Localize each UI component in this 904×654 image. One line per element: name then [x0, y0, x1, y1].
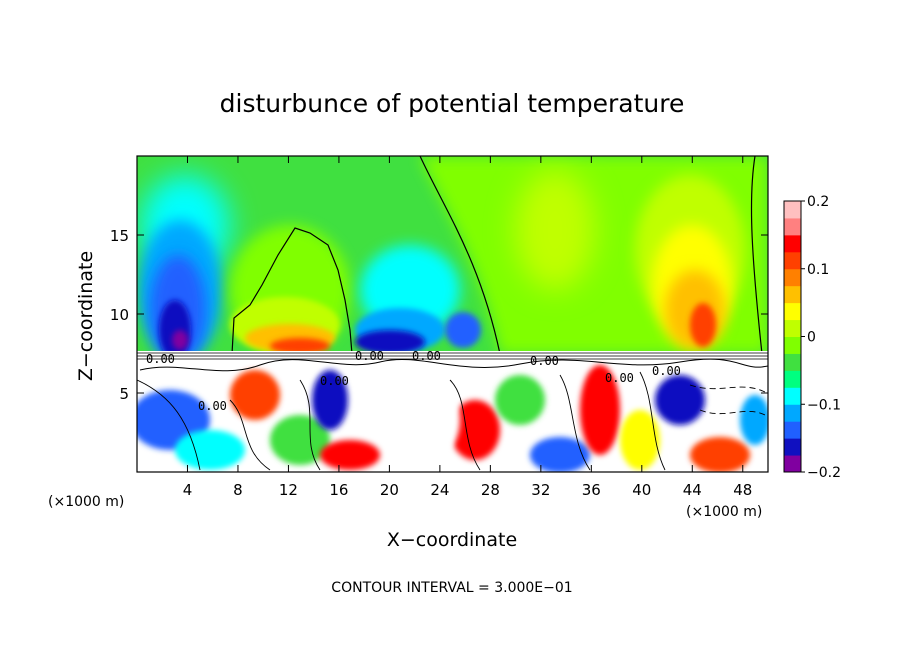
x-axis-label: X−coordinate: [387, 529, 517, 551]
colorbar-tick-label: −0.2: [807, 465, 841, 481]
x-axis: 4 8 12 16 20 24 28 32 36 40 44 48: [183, 156, 752, 499]
plot-area: [137, 156, 768, 472]
x-tick-label: 16: [329, 481, 348, 499]
colorbar-tick-label: −0.1: [807, 397, 841, 413]
contour-label: 0.00: [652, 364, 681, 378]
colorbar-swatch: [784, 387, 801, 405]
colorbar-tick-label: 0.2: [807, 194, 829, 210]
colorbar-tick-label: 0: [807, 330, 816, 346]
colorbar-swatch: [784, 319, 801, 337]
contour-label: 0.00: [146, 352, 175, 366]
colorbar-swatch: [784, 268, 801, 287]
colorbar-swatch: [784, 404, 801, 422]
colorbar-swatch: [784, 438, 801, 456]
y-tick-label: 10: [110, 306, 129, 324]
colorbar-tick-label: 0.1: [807, 262, 829, 278]
y-tick-label: 15: [110, 227, 129, 245]
colorbar-swatch: [784, 370, 801, 388]
y-tick-label: 5: [119, 385, 129, 403]
x-unit-left: (×1000 m): [48, 494, 124, 510]
colorbar-swatch: [784, 201, 801, 219]
x-tick-label: 8: [233, 481, 243, 499]
lower-turbulent-layer: [137, 354, 768, 472]
x-tick-label: 32: [531, 481, 550, 499]
x-unit-right: (×1000 m): [686, 504, 762, 520]
colorbar-swatch: [784, 217, 801, 236]
contour-label: 0.00: [320, 374, 349, 388]
contour-label: 0.00: [530, 354, 559, 368]
chart-title: disturbunce of potential temperature: [220, 89, 685, 118]
contour-interval-text: CONTOUR INTERVAL = 3.000E−01: [331, 580, 572, 596]
contour-label: 0.00: [605, 371, 634, 385]
colorbar-swatch: [784, 336, 801, 354]
colorbar-swatch: [784, 421, 801, 439]
inversion-band: [137, 351, 768, 357]
colorbar-swatch: [784, 302, 801, 321]
colorbar-swatch: [784, 234, 801, 253]
contour-label: 0.00: [355, 349, 384, 363]
x-tick-label: 44: [683, 481, 702, 499]
colorbar-swatch: [784, 285, 801, 304]
y-axis: 5 10 15: [110, 227, 768, 403]
x-tick-label: 12: [279, 481, 298, 499]
upper-layer: [138, 156, 768, 354]
x-tick-label: 36: [582, 481, 601, 499]
contour-label: 0.00: [412, 349, 441, 363]
y-axis-label: Z−coordinate: [75, 251, 97, 381]
x-tick-label: 48: [733, 481, 752, 499]
colorbar: 0.2 0.1 0 −0.1 −0.2: [783, 194, 841, 481]
contour-labels: 0.00 0.00 0.00 0.00 0.00 0.00 0.00 0.00: [146, 349, 681, 413]
x-tick-label: 24: [430, 481, 449, 499]
colorbar-swatch: [784, 251, 801, 270]
colorbar-swatch: [784, 353, 801, 371]
colorbar-swatch: [784, 455, 801, 473]
x-tick-label: 4: [183, 481, 193, 499]
x-tick-label: 28: [481, 481, 500, 499]
x-tick-label: 20: [380, 481, 399, 499]
x-tick-label: 40: [632, 481, 651, 499]
contour-label: 0.00: [198, 399, 227, 413]
